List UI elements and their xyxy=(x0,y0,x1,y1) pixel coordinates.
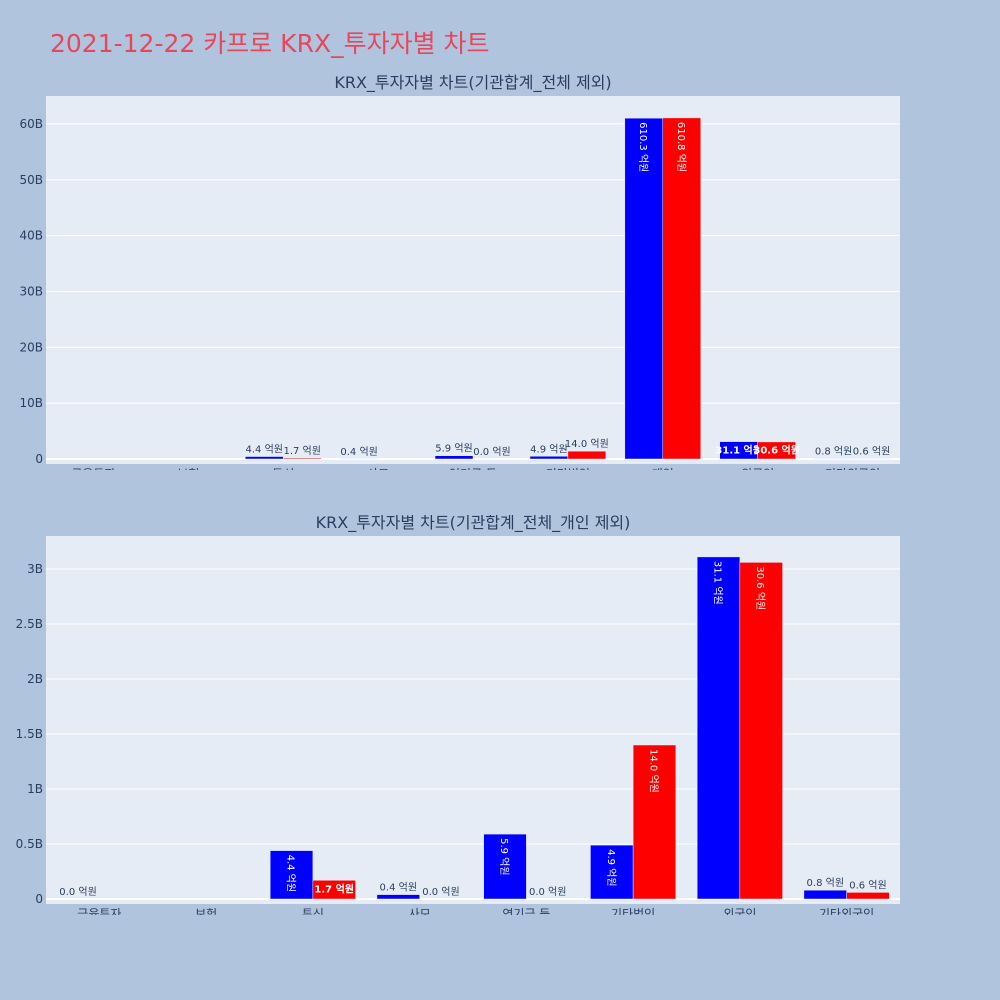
y-tick-label: 10B xyxy=(19,396,43,410)
x-tick-label: 보험 xyxy=(195,907,217,915)
bar xyxy=(632,744,677,900)
bar xyxy=(376,894,420,900)
chart-title: KRX_투자자별 차트(기관합계_전체_개인 제외) xyxy=(316,515,631,533)
y-tick-label: 60B xyxy=(19,117,43,131)
x-tick-label: 외국인 xyxy=(723,907,756,915)
bar xyxy=(803,889,847,900)
bar-label: 0.6 억원 xyxy=(849,879,886,891)
bar-label: 0.8 억원 xyxy=(807,877,844,889)
chart-top: 0 10B 20B 30B 40B 50B 60B KRX_투자자별 차트(기관합계_전체 제… xyxy=(19,73,900,470)
bar-label: 0.0 억원 xyxy=(473,446,510,458)
bar-label: 0.0 억원 xyxy=(422,886,459,898)
x-tick-label: 연기금 등 xyxy=(449,467,497,470)
y-tick-label: 0 xyxy=(35,452,43,466)
bar xyxy=(282,457,322,460)
bar xyxy=(529,456,569,460)
x-tick-label: 기타외국인 xyxy=(819,907,874,915)
bar xyxy=(434,455,474,460)
x-tick-label: 금융투자 xyxy=(71,467,115,470)
y-tick-label: 30B xyxy=(19,284,43,298)
x-tick-label: 연기금 등 xyxy=(502,907,550,915)
bar-label: 5.9 억원 xyxy=(498,838,510,875)
x-tick-label: 기타법인 xyxy=(611,907,655,915)
bar-label: 0.0 억원 xyxy=(59,886,96,898)
bar-label: 0.0 억원 xyxy=(529,886,566,898)
bar-label: 31.1 억원 xyxy=(712,561,724,605)
y-tick-label: 50B xyxy=(19,173,43,187)
y-tick-label: 2.5B xyxy=(16,617,43,631)
bar-label: 4.4 억원 xyxy=(285,855,297,892)
bar xyxy=(245,456,284,460)
bar xyxy=(269,850,314,900)
bar-label: 4.9 억원 xyxy=(530,443,567,455)
bar xyxy=(696,556,741,900)
bar-label: 30.6 억원 xyxy=(754,566,766,610)
bar-label: 1.7 억원 xyxy=(283,445,320,457)
y-tick-label: 0.5B xyxy=(16,837,43,851)
y-tick-label: 40B xyxy=(19,229,43,243)
x-tick-label: 사모 xyxy=(367,467,389,470)
chart-bottom: 0 0.5B 1B 1.5B 2B 2.5B 3B KRX_투자자별 차트(기관합계_전체_개… xyxy=(16,515,900,915)
bar xyxy=(590,844,634,900)
bar-label: 30.6 억원 xyxy=(753,443,800,456)
bar xyxy=(662,117,701,460)
y-tick-label: 1B xyxy=(27,782,43,796)
bar-label: 14.0 억원 xyxy=(647,749,659,793)
bar-label: 5.9 억원 xyxy=(435,443,472,455)
bar xyxy=(567,450,607,460)
bar xyxy=(483,833,527,900)
bar xyxy=(624,117,664,460)
bar-label: 610.8 억원 xyxy=(675,122,687,172)
bar-label: 0.8 억원 xyxy=(815,446,852,458)
x-tick-label: 투신 xyxy=(272,467,294,470)
bar-label: 0.4 억원 xyxy=(380,882,417,894)
bar-label: 0.6 억원 xyxy=(853,446,890,458)
x-tick-label: 외국인 xyxy=(741,467,774,470)
x-tick-label: 사모 xyxy=(409,907,431,915)
bar-label: 4.4 억원 xyxy=(246,444,283,456)
bar xyxy=(739,562,783,900)
x-tick-label: 투신 xyxy=(302,907,324,915)
bar-label: 0.4 억원 xyxy=(340,446,377,458)
y-tick-label: 0 xyxy=(35,892,43,906)
x-tick-label: 금융투자 xyxy=(77,907,121,915)
plot-area xyxy=(46,96,900,464)
x-tick-label: 개인 xyxy=(652,467,674,470)
x-tick-label: 기타외국인 xyxy=(825,467,880,470)
y-tick-label: 2B xyxy=(27,672,43,686)
bar-label: 4.9 억원 xyxy=(605,849,617,886)
bar xyxy=(757,441,796,460)
chart-title: KRX_투자자별 차트(기관합계_전체 제외) xyxy=(334,73,611,93)
bar xyxy=(312,880,356,900)
bar-label: 31.1 억원 xyxy=(715,443,762,456)
y-tick-label: 3B xyxy=(27,562,43,576)
y-tick-label: 1.5B xyxy=(16,727,43,741)
x-tick-label: 기타법인 xyxy=(546,467,590,470)
page-title: 2021-12-22 카프로 KRX_투자자별 차트 xyxy=(50,29,490,58)
bar-label: 1.7 억원 xyxy=(314,883,354,896)
bar-label: 14.0 억원 xyxy=(565,438,609,450)
bar-label: 610.3 억원 xyxy=(637,122,649,172)
x-tick-label: 보험 xyxy=(177,467,199,470)
y-tick-label: 20B xyxy=(19,340,43,354)
bar xyxy=(846,892,890,900)
